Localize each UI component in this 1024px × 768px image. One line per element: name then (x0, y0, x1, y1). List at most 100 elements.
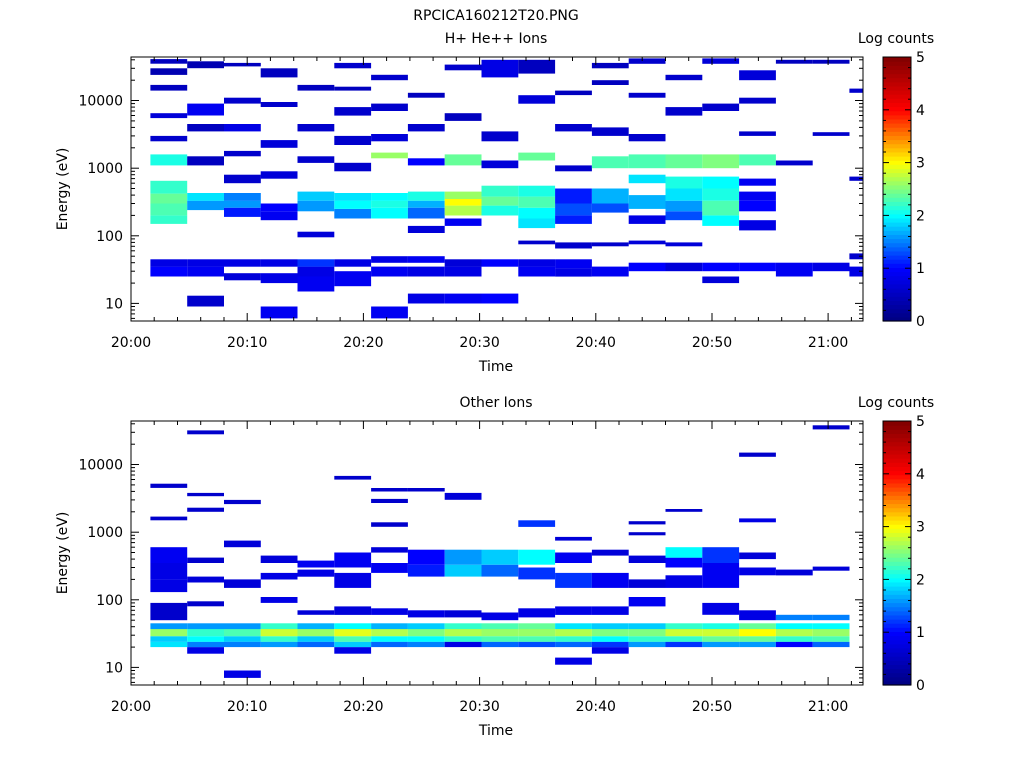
x-tick-label: 20:30 (459, 699, 499, 715)
heatmap-cell (481, 549, 519, 565)
heatmap-cell (150, 59, 188, 64)
heatmap-cell (591, 188, 629, 204)
colorbar-swatch (883, 676, 911, 682)
colorbar-swatch (883, 180, 911, 186)
heatmap-cell (224, 124, 261, 132)
heatmap-cell (628, 58, 666, 64)
heatmap-cell (187, 103, 224, 116)
colorbar-swatch (883, 532, 911, 538)
heatmap-cell (702, 547, 740, 563)
heatmap-cell (334, 107, 372, 116)
colorbar-swatch (883, 631, 911, 637)
heatmap-cell (297, 276, 335, 292)
colorbar-swatch (883, 94, 911, 99)
colorbar-swatch (883, 647, 911, 653)
heatmap-cell (665, 636, 703, 642)
heatmap-cell (518, 196, 556, 208)
colorbar-frame (882, 420, 912, 686)
heatmap-cell (150, 602, 188, 621)
colorbar-swatch (883, 213, 911, 219)
heatmap-cell (628, 521, 666, 525)
heatmap-cell (665, 262, 703, 272)
heatmap-cell (150, 623, 188, 630)
heatmap-cell (224, 193, 261, 201)
heatmap-cell (739, 552, 776, 560)
heatmap-cell (812, 425, 850, 430)
x-tick-label: 20:50 (692, 335, 732, 351)
heatmap-cell (555, 268, 592, 277)
colorbar-swatch (883, 139, 911, 145)
colorbar-swatch (883, 65, 911, 70)
x-tick-label: 20:30 (459, 335, 499, 351)
heatmap-cell (591, 623, 629, 630)
heatmap-cell (407, 549, 445, 565)
heatmap-cell (260, 629, 298, 637)
heatmap-cell (739, 518, 776, 523)
heatmap-cell (518, 95, 556, 104)
heatmap-cell (481, 293, 519, 304)
heatmap-cell (518, 567, 556, 580)
heatmap-cell (371, 547, 408, 553)
heatmap-cell (224, 259, 261, 267)
heatmap-cell (555, 572, 592, 588)
heatmap-cell (187, 641, 224, 648)
colorbar-swatch (883, 189, 911, 194)
colorbar-swatch (883, 184, 911, 190)
heatmap-cell (260, 211, 298, 221)
heatmap-cell (150, 259, 188, 267)
heatmap-cell (702, 176, 740, 189)
colorbar-swatch (883, 222, 911, 227)
colorbar-swatch (883, 643, 911, 649)
heatmap-cell (260, 259, 298, 267)
y-tick-label: 10 (105, 296, 123, 312)
heatmap-cell (555, 242, 592, 249)
colorbar-swatch (883, 544, 911, 550)
heatmap-cell (297, 641, 335, 648)
heatmap-cell (628, 215, 666, 224)
heatmap-cell (407, 623, 445, 630)
heatmap-cell (407, 629, 445, 637)
heatmap-cell (739, 220, 776, 231)
heatmap-cell (334, 271, 372, 287)
heatmap-cell (555, 657, 592, 665)
heatmap-cell (739, 191, 776, 201)
colorbar-swatch (883, 242, 911, 248)
colorbar-swatch (883, 110, 911, 116)
heatmap-cell (334, 647, 372, 654)
heatmap-cell (739, 623, 776, 630)
heatmap-cell (187, 636, 224, 642)
colorbar-swatch (883, 102, 911, 108)
heatmap-cell (702, 215, 740, 226)
heatmap-cell (702, 276, 740, 284)
heatmap-cell (481, 196, 519, 206)
colorbar-tick-label: 1 (916, 261, 925, 277)
heatmap-cell (334, 86, 372, 91)
heatmap-cell (187, 576, 224, 583)
heatmap-cell (591, 636, 629, 642)
heatmap-cell (628, 532, 666, 536)
heatmap-cell (444, 549, 482, 565)
heatmap-cell (150, 193, 188, 204)
colorbar-swatch (883, 217, 911, 223)
heatmap-cell (260, 68, 298, 78)
heatmap-cell (444, 259, 482, 267)
heatmap-cell (444, 154, 482, 166)
colorbar-tick-label: 0 (916, 314, 925, 330)
heatmap-cell (444, 610, 482, 618)
colorbar-swatch (883, 458, 911, 463)
heatmap-cell (224, 499, 261, 505)
heatmap-cell (150, 636, 188, 642)
colorbar-swatch (883, 515, 911, 521)
colorbar-swatch (883, 296, 911, 301)
heatmap-cell (187, 295, 224, 307)
y-tick-label: 10 (105, 660, 123, 676)
y-axis: 10 100 1000 10000 (78, 59, 863, 319)
colorbar-swatch (883, 90, 911, 95)
heatmap-cell (297, 259, 335, 267)
colorbar-swatch (883, 151, 911, 157)
heatmap-cell (481, 629, 519, 637)
colorbar-swatch (883, 672, 911, 678)
colorbar-swatch (883, 176, 911, 182)
heatmap-cell (224, 629, 261, 637)
heatmap-cell (260, 203, 298, 212)
